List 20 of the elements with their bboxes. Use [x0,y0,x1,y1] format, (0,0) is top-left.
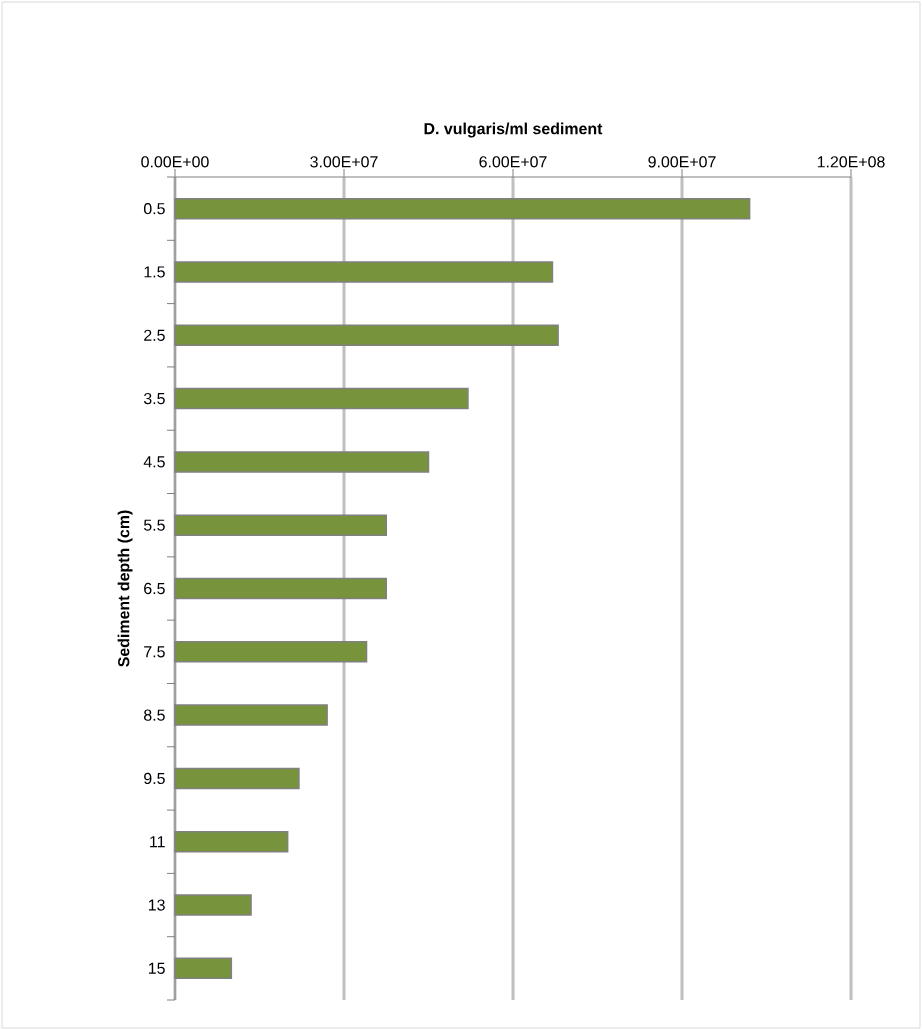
y-axis-title: Sediment depth (cm) [117,510,133,667]
y-tick-label: 1.5 [144,266,165,278]
y-tick-label: 6.5 [144,582,165,595]
y-tick-label: 4.5 [143,456,165,468]
x-tick-label: 3.00E+07 [310,156,378,168]
x-tick-label: 1.20E+08 [817,156,885,168]
y-tick-label: 0.5 [143,203,165,215]
x-tick-label: 6.00E+07 [479,156,547,168]
y-tick-label: 11 [150,836,165,848]
x-tick-label: 0.00E+00 [141,156,209,168]
y-tick-label: 5.5 [143,519,165,531]
y-tick-label: 3.5 [143,392,165,405]
y-tick-label: 9.5 [144,772,165,785]
x-tick-label: 9.00E+07 [648,156,716,168]
y-tick-label: 7.5 [144,646,165,658]
y-tick-label: 15 [148,962,165,974]
y-tick-label: 2.5 [144,329,165,341]
y-tick-label: 13 [148,899,165,911]
chart-title: D. vulgaris/ml sediment [424,122,603,138]
y-tick-label: 8.5 [144,709,165,721]
